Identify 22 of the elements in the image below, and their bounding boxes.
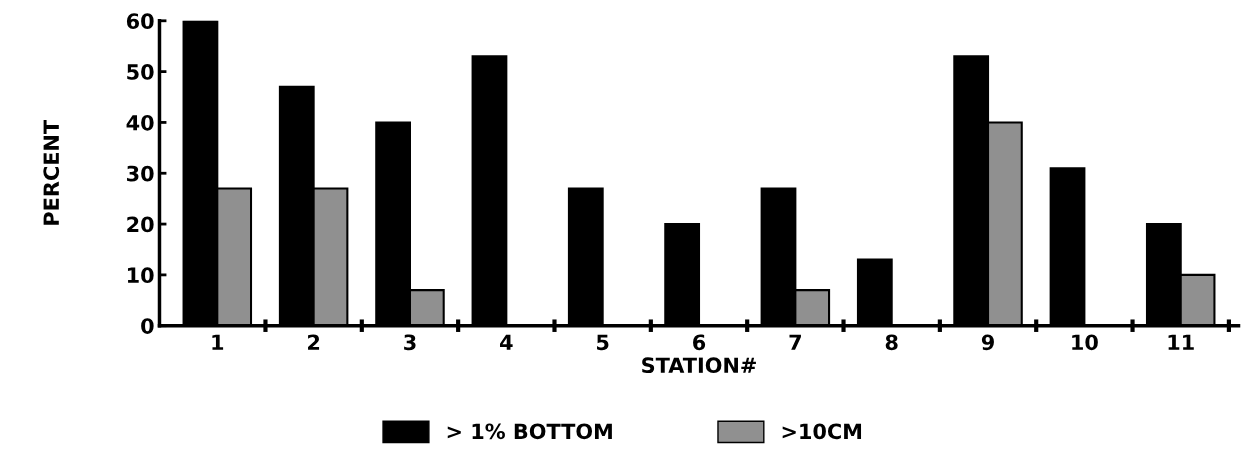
x-tick-label: 11: [1168, 334, 1194, 350]
x-tick-label: 9: [981, 334, 994, 351]
y-tick-label: 0: [141, 318, 154, 334]
legend-label: >10CM: [782, 423, 862, 440]
x-tick-label: 6: [693, 334, 706, 351]
x-tick-label: 1: [212, 334, 224, 350]
x-tick-label: 4: [500, 334, 513, 350]
x-tick-label: 3: [404, 334, 416, 351]
x-tick-label: 8: [885, 334, 898, 351]
y-axis-title: PERCENT: [43, 120, 60, 225]
x-tick-label: 2: [308, 334, 320, 350]
y-tick-label: 50: [127, 64, 154, 80]
x-tick-label: 7: [789, 334, 801, 350]
y-tick-label: 30: [127, 165, 154, 182]
y-tick-label: 20: [127, 216, 154, 233]
x-tick-label: 10: [1072, 334, 1098, 351]
x-tick-label: 5: [597, 334, 609, 351]
y-tick-label: 10: [127, 267, 154, 284]
legend-label: > 1% BOTTOM: [447, 423, 612, 440]
x-axis-title: STATION#: [642, 357, 756, 374]
y-tick-label: 60: [126, 13, 154, 29]
y-tick-label: 40: [126, 114, 154, 131]
